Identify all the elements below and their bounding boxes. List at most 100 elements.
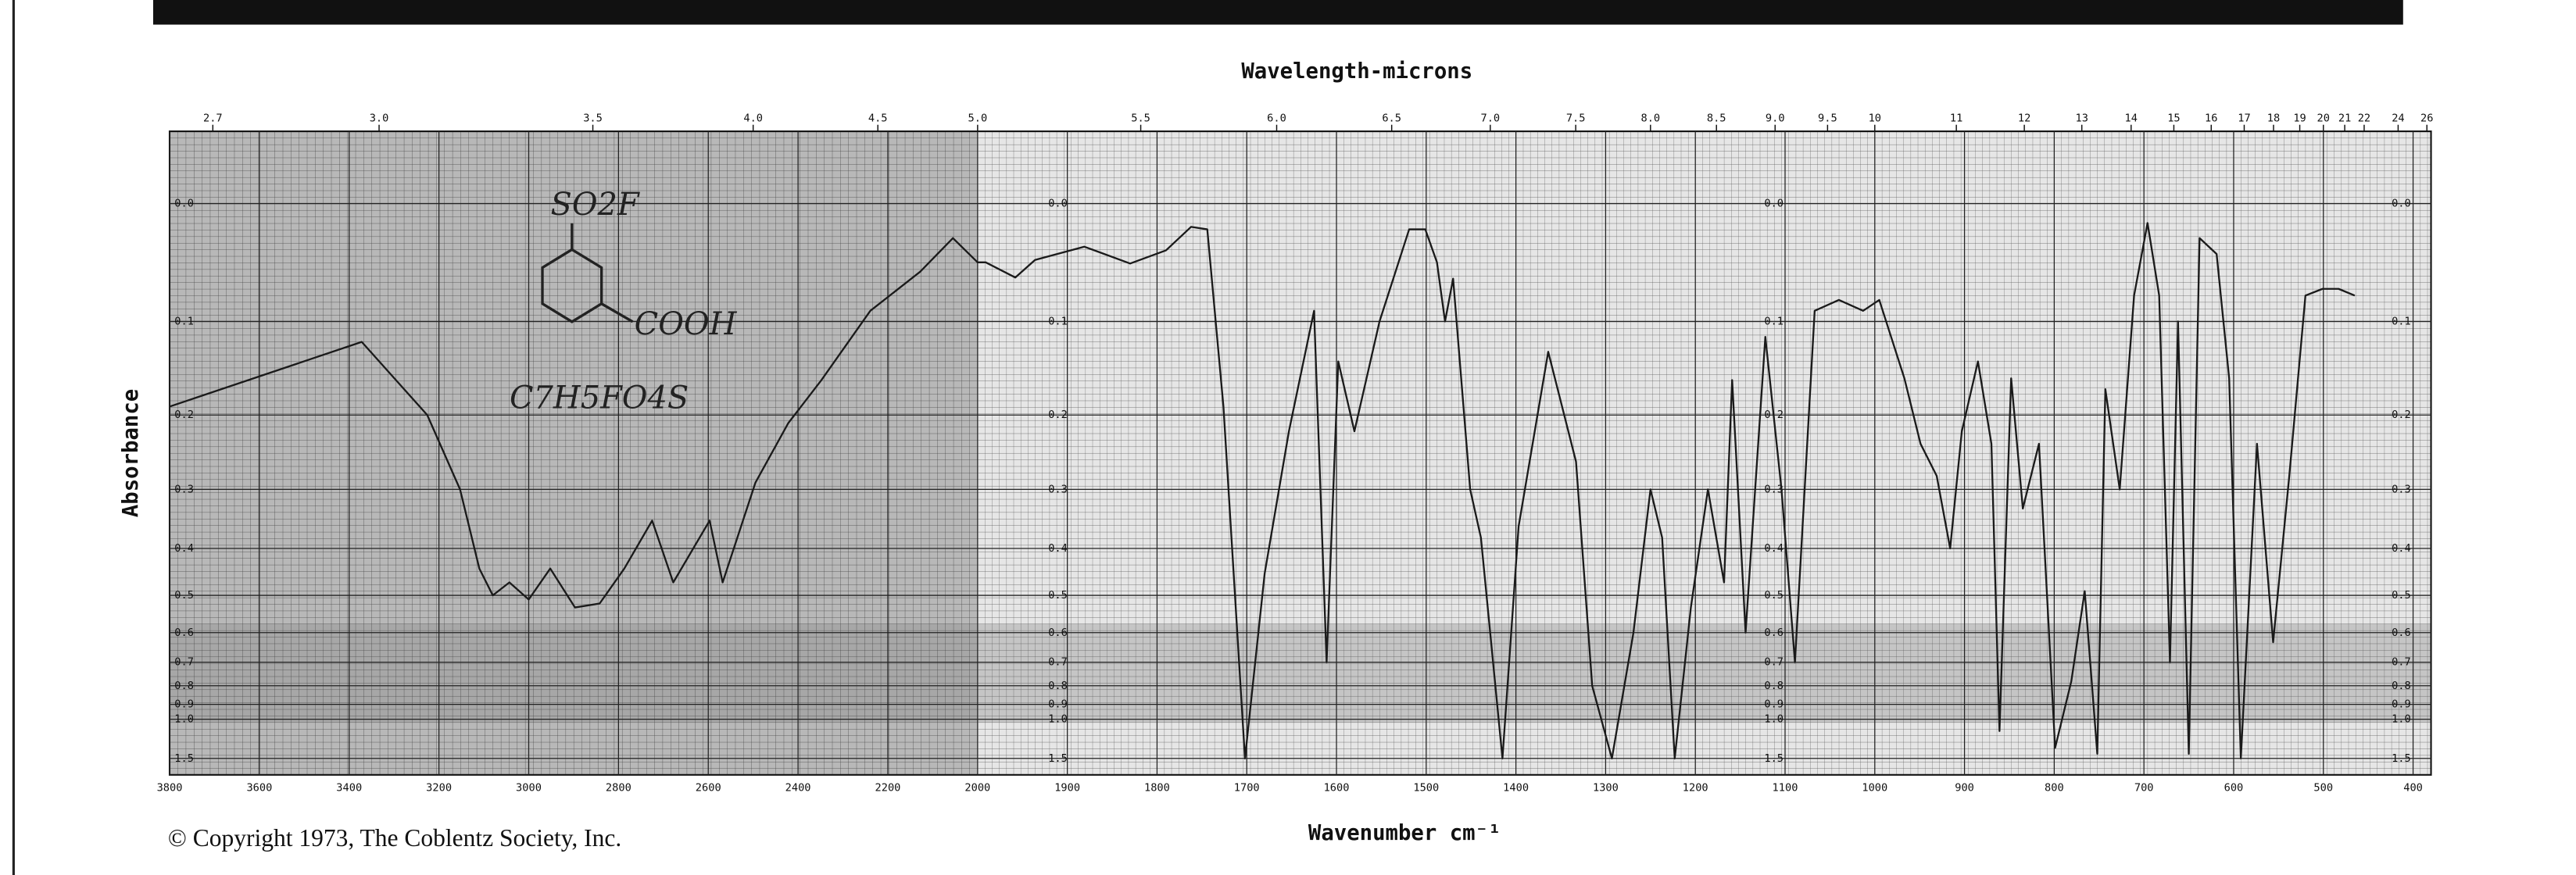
y-tick-label: 0.0 — [2392, 198, 2411, 210]
x-tick-label: 3400 — [336, 782, 362, 795]
x-tick-label: 2200 — [875, 782, 901, 795]
y-tick-label: 1.0 — [1764, 713, 1784, 726]
x-tick-label: 2800 — [606, 782, 631, 795]
y-tick-label: 0.5 — [2392, 589, 2411, 602]
x2-tick-label: 12 — [2018, 112, 2030, 124]
x-tick-label: 3200 — [426, 782, 452, 795]
x2-tick-label: 9.0 — [1766, 112, 1785, 124]
x-tick-label: 400 — [2403, 782, 2423, 795]
x2-tick-label: 2.7 — [203, 112, 223, 124]
x-tick-label: 1100 — [1773, 782, 1798, 795]
x2-tick-label: 4.0 — [743, 112, 763, 124]
x-tick-label: 1800 — [1144, 782, 1170, 795]
y-tick-label: 1.5 — [174, 752, 194, 765]
y-tick-label: 0.3 — [174, 483, 194, 495]
x-tick-label: 3000 — [516, 782, 542, 795]
y-tick-label: 1.0 — [174, 713, 194, 726]
y-tick-label: 1.5 — [2392, 752, 2411, 765]
y-tick-label: 0.4 — [2392, 542, 2411, 555]
x2-tick-label: 15 — [2167, 112, 2180, 124]
x2-tick-label: 11 — [1950, 112, 1962, 124]
x-tick-label: 700 — [2134, 782, 2154, 795]
annotation: SO2F — [551, 187, 640, 223]
y-tick-label: 0.1 — [1048, 315, 1068, 327]
y-tick-label: 0.3 — [2392, 483, 2411, 495]
x-tick-label: 800 — [2045, 782, 2064, 795]
y-tick-label: 0.4 — [1764, 542, 1784, 555]
x2-tick-label: 5.0 — [968, 112, 988, 124]
x2-tick-label: 9.5 — [1818, 112, 1837, 124]
bond — [600, 302, 634, 323]
x-tick-label: 1500 — [1413, 782, 1439, 795]
x-tick-label: 1400 — [1503, 782, 1529, 795]
annotation: C7H5FO4S — [510, 380, 689, 416]
spectrum-line — [169, 222, 2356, 759]
y-tick-label: 0.5 — [1764, 589, 1784, 602]
x-tick-label: 2600 — [696, 782, 721, 795]
paper-grid — [170, 131, 978, 775]
y-tick-label: 0.6 — [2392, 627, 2411, 639]
y-tick-label: 0.8 — [1764, 680, 1784, 692]
x-tick-label: 500 — [2313, 782, 2333, 795]
y-tick-label: 0.8 — [174, 680, 194, 692]
y-tick-label: 0.7 — [2392, 656, 2411, 669]
x2-tick-label: 5.5 — [1131, 112, 1150, 124]
x2-tick-label: 7.0 — [1480, 112, 1500, 124]
y-tick-label: 0.6 — [1764, 627, 1784, 639]
x-axis-label: Wavenumber cm⁻¹ — [1308, 821, 1501, 845]
y-tick-label: 0.0 — [1764, 198, 1784, 210]
y-tick-label: 1.5 — [1764, 752, 1784, 765]
y-tick-label: 0.6 — [1048, 627, 1068, 639]
x2-tick-label: 6.5 — [1382, 112, 1401, 124]
y-tick-label: 0.9 — [1048, 698, 1068, 711]
y-tick-label: 0.1 — [1764, 315, 1784, 327]
y-tick-label: 1.0 — [2392, 713, 2411, 726]
x-tick-label: 900 — [1955, 782, 1974, 795]
x2-tick-label: 17 — [2238, 112, 2250, 124]
y-tick-label: 0.9 — [174, 698, 194, 711]
x2-tick-label: 24 — [2392, 112, 2404, 124]
y-tick-label: 0.7 — [1764, 656, 1784, 669]
x-tick-label: 1900 — [1054, 782, 1080, 795]
x2-tick-label: 18 — [2267, 112, 2280, 124]
y-tick-label: 1.0 — [1048, 713, 1068, 726]
x-tick-label: 1600 — [1324, 782, 1350, 795]
y-tick-label: 0.1 — [174, 315, 194, 327]
annotation: COOH — [635, 306, 738, 342]
x-tick-label: 3600 — [246, 782, 272, 795]
chart-title: Wavelength-microns — [1241, 59, 1472, 84]
y-tick-label: 0.9 — [2392, 698, 2411, 711]
x2-tick-label: 19 — [2293, 112, 2306, 124]
copyright: © Copyright 1973, The Coblentz Society, … — [168, 824, 621, 852]
x-tick-label: 600 — [2224, 782, 2244, 795]
y-tick-label: 0.8 — [2392, 680, 2411, 692]
y-tick-label: 0.3 — [1048, 483, 1068, 495]
y-tick-label: 0.5 — [174, 589, 194, 602]
x-tick-label: 2000 — [964, 782, 990, 795]
y-axis-label: Absorbance — [119, 389, 143, 517]
x2-tick-label: 14 — [2125, 112, 2138, 124]
y-tick-label: 0.8 — [1048, 680, 1068, 692]
x2-tick-label: 13 — [2075, 112, 2088, 124]
paper-grid — [977, 131, 2431, 775]
y-tick-label: 0.3 — [1764, 483, 1784, 495]
y-tick-label: 0.0 — [1048, 198, 1068, 210]
y-tick-label: 1.5 — [1048, 752, 1068, 765]
x2-tick-label: 26 — [2420, 112, 2433, 124]
x-tick-label: 1200 — [1683, 782, 1708, 795]
y-tick-label: 0.2 — [1048, 409, 1068, 421]
x2-tick-label: 4.5 — [868, 112, 888, 124]
top-bar — [152, 0, 2403, 25]
x2-tick-label: 20 — [2317, 112, 2330, 124]
x-tick-label: 3800 — [157, 782, 183, 795]
y-tick-label: 0.6 — [174, 627, 194, 639]
x-tick-label: 1300 — [1593, 782, 1619, 795]
y-tick-label: 0.9 — [1764, 698, 1784, 711]
x2-tick-label: 6.0 — [1267, 112, 1286, 124]
x2-tick-label: 21 — [2338, 112, 2351, 124]
y-tick-label: 0.2 — [2392, 409, 2411, 421]
y-tick-label: 0.0 — [174, 198, 194, 210]
y-tick-label: 0.7 — [1048, 656, 1068, 669]
